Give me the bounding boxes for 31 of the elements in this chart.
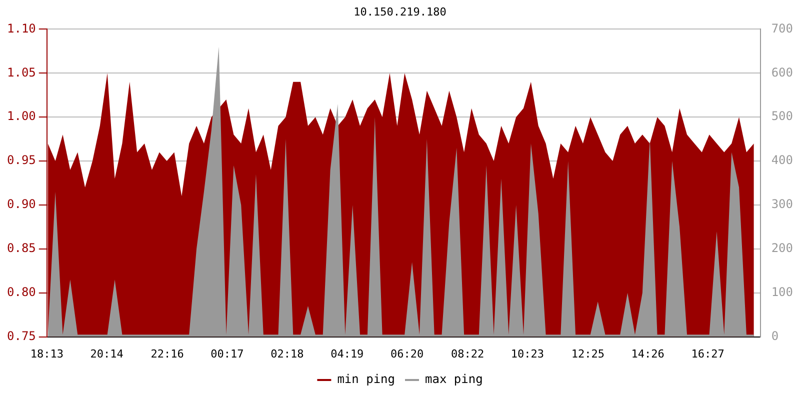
y2-tick-label: 700 [771,21,794,36]
x-tick-label: 08:22 [450,347,484,360]
x-tick-label: 16:27 [691,347,724,360]
y2-tick-label: 0 [771,328,779,343]
legend-label: min ping [337,372,395,386]
y-tick-label: 0.85 [6,241,36,256]
x-tick-label: 00:17 [210,347,244,360]
x-tick-label: 04:19 [330,347,364,360]
x-tick-label: 10:23 [510,347,544,360]
y2-tick-label: 500 [771,109,794,124]
x-tick-label: 22:16 [150,347,184,360]
y2-tick-label: 200 [771,241,794,256]
y-tick-label: 0.90 [6,197,36,212]
y2-tick-label: 600 [771,65,794,80]
x-tick-label: 20:14 [90,347,124,360]
y-tick-label: 1.05 [6,65,36,80]
y2-tick-label: 400 [771,153,794,168]
x-tick-label: 18:13 [30,347,64,360]
y-tick-label: 0.95 [6,153,36,168]
legend-label: max ping [425,372,483,386]
y2-tick-label: 100 [771,284,794,299]
y-tick-label: 0.80 [6,284,36,299]
chart-title: 10.150.219.180 [354,5,446,18]
x-tick-label: 02:18 [270,347,304,360]
x-tick-label: 12:25 [571,347,604,360]
y2-tick-label: 300 [771,197,794,212]
y-tick-label: 1.10 [6,21,36,36]
y-tick-label: 0.75 [6,328,36,343]
y-tick-label: 1.00 [6,109,36,124]
x-tick-label: 14:26 [631,347,664,360]
x-tick-label: 06:20 [390,347,424,360]
